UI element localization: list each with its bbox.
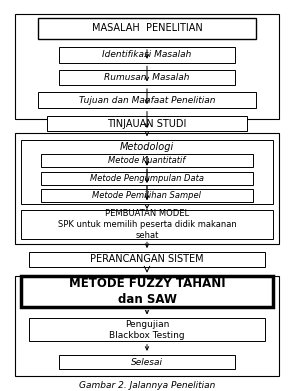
Bar <box>21 276 273 307</box>
Text: Selesai: Selesai <box>131 357 163 367</box>
Text: METODE FUZZY TAHANI
dan SAW: METODE FUZZY TAHANI dan SAW <box>69 277 225 306</box>
Text: Rumusan  Masalah: Rumusan Masalah <box>104 73 190 82</box>
Bar <box>15 14 279 119</box>
Text: Metode Pengumpulan Data: Metode Pengumpulan Data <box>90 174 204 183</box>
Text: Gambar 2. Jalannya Penelitian: Gambar 2. Jalannya Penelitian <box>79 380 215 390</box>
Bar <box>41 189 253 202</box>
Bar <box>38 92 256 108</box>
Text: TINJAUAN STUDI: TINJAUAN STUDI <box>107 118 187 129</box>
Text: MASALAH  PENELITIAN: MASALAH PENELITIAN <box>92 23 202 33</box>
Text: Tujuan dan Manfaat Penelitian: Tujuan dan Manfaat Penelitian <box>79 95 215 105</box>
Text: Identifikasi Masalah: Identifikasi Masalah <box>102 50 192 59</box>
Bar <box>59 355 235 369</box>
Text: Pengujian
Blackbox Testing: Pengujian Blackbox Testing <box>109 319 185 340</box>
Bar <box>38 18 256 39</box>
Bar <box>59 47 235 63</box>
Text: PERANCANGAN SISTEM: PERANCANGAN SISTEM <box>90 254 204 264</box>
Bar <box>15 133 279 244</box>
Text: Metodologi: Metodologi <box>120 142 174 152</box>
Text: PEMBUATAN MODEL
SPK untuk memilih peserta didik makanan
sehat: PEMBUATAN MODEL SPK untuk memilih pesert… <box>58 209 236 240</box>
Bar <box>15 276 279 376</box>
Text: Metode Pemilihan Sampel: Metode Pemilihan Sampel <box>93 191 201 200</box>
Text: Metode Kuantitatif: Metode Kuantitatif <box>108 156 186 165</box>
Bar <box>29 252 265 267</box>
Bar <box>29 318 265 341</box>
Bar <box>21 140 273 204</box>
Bar <box>47 116 247 131</box>
Bar <box>21 210 273 239</box>
Bar <box>41 172 253 185</box>
Bar <box>59 70 235 85</box>
Bar <box>41 154 253 167</box>
